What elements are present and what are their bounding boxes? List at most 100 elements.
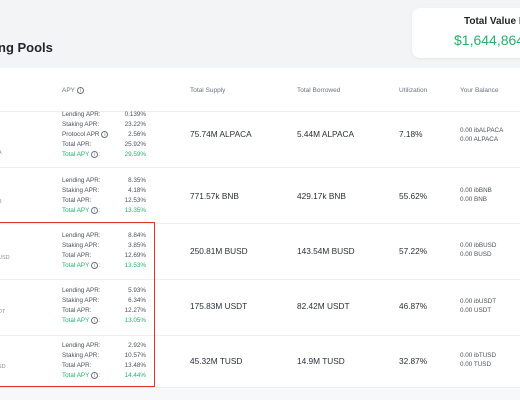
apy-line-label: Lending APR: (62, 111, 101, 118)
apy-line-label-text: Lending APR: (62, 177, 101, 184)
apy-line-value: 12.53% (124, 197, 146, 204)
apy-line-label: Total APR: (62, 141, 91, 148)
apy-line-label-text: Total APR: (62, 252, 92, 259)
apy-line-value: 8.84% (128, 232, 146, 239)
page-title: ng Pools (0, 40, 53, 55)
info-icon[interactable]: i (101, 131, 109, 138)
apy-line-label: Total APR: (62, 307, 91, 314)
total-apy-line: Total APY i: 29.59% (62, 151, 146, 161)
apy-line-value: 12.69% (124, 252, 146, 259)
total-apy-line: Total APY i: 13.35% (62, 207, 146, 217)
apy-line-label: Protocol APR i (62, 131, 109, 139)
balance-line: 0.00 TUSD (460, 361, 492, 368)
apy-breakdown: Lending APR: 5.93% Staking APR: 6.34% Total … (62, 287, 146, 327)
pool-asset-label: USD (0, 255, 10, 261)
apr-line: Staking APR: 10.57% (62, 352, 146, 362)
total-borrowed-cell: 5.44M ALPACA (297, 129, 355, 139)
apy-line-value: 13.48% (124, 362, 146, 369)
apy-line-value: 3.85% (128, 242, 146, 249)
label-colon: : (98, 317, 101, 325)
apy-line-label: Total APY i: (62, 207, 100, 214)
utilization-cell: 46.87% (399, 301, 428, 311)
apy-line-label-text: Total APY (62, 317, 90, 325)
pool-asset-label: A (0, 150, 2, 156)
table-row[interactable]: SD Lending APR: 2.92% Staking APR: 10.57% Tot… (0, 336, 520, 388)
apy-line-label: Total APY i: (62, 151, 100, 158)
apy-line-label-text: Total APR: (62, 307, 92, 314)
apy-line-label-text: Staking APR: (62, 352, 100, 359)
apy-breakdown: Lending APR: 2.92% Staking APR: 10.57% Total… (62, 342, 146, 382)
apy-line-label-text: Total APY (62, 207, 90, 215)
apy-line-label-text: Lending APR: (62, 287, 101, 294)
label-colon: : (98, 207, 101, 215)
apy-line-value: 8.35% (128, 177, 146, 184)
apy-line-label-text: Total APR: (62, 197, 92, 204)
utilization-cell: 57.22% (399, 246, 428, 256)
column-header-total-supply[interactable]: Total Supply (190, 87, 226, 94)
info-icon[interactable]: i (91, 317, 99, 324)
apy-line-value: 29.59% (124, 151, 146, 158)
info-icon[interactable]: i (91, 262, 99, 269)
apy-line-value: 12.27% (124, 307, 146, 314)
apy-line-value: 2.92% (128, 342, 146, 349)
info-icon[interactable]: i (91, 372, 99, 379)
balance-line: 0.00 ibBNB (460, 187, 492, 194)
table-row[interactable]: A Lending APR: 0.139% Staking APR: 23.22% Pro… (0, 111, 520, 168)
table-row[interactable]: B Lending APR: 8.35% Staking APR: 4.18% Total… (0, 168, 520, 224)
apy-line-label-text: Total APY (62, 262, 90, 270)
column-header-utilization[interactable]: Utilization (399, 87, 428, 94)
apy-line-value: 13.53% (124, 262, 146, 269)
apy-breakdown: Lending APR: 8.84% Staking APR: 3.85% Total … (62, 232, 146, 272)
table-header: APY i Total Supply Total Borrowed Utiliza… (0, 68, 520, 112)
apy-line-label: Total APR: (62, 362, 91, 369)
apy-line-label-text: Total APR: (62, 141, 92, 148)
total-borrowed-cell: 429.17k BNB (297, 191, 346, 201)
apy-line-value: 10.57% (124, 352, 146, 359)
apy-line-label: Lending APR: (62, 342, 101, 349)
apr-line: Lending APR: 5.93% (62, 287, 146, 297)
apr-line: Lending APR: 2.92% (62, 342, 146, 352)
apy-line-label: Staking APR: (62, 297, 99, 304)
total-borrowed-cell: 14.9M TUSD (297, 356, 345, 366)
apy-line-label-text: Protocol APR (62, 131, 100, 139)
balance-line: 0.00 ALPACA (460, 136, 499, 143)
info-icon[interactable]: i (77, 87, 85, 94)
apy-line-value: 14.44% (124, 372, 146, 379)
apr-line: Lending APR: 0.139% (62, 111, 146, 121)
apy-line-label: Lending APR: (62, 177, 101, 184)
your-balance-cell: 0.00 ibUSDT 0.00 USDT (460, 297, 496, 315)
total-borrowed-cell: 82.42M USDT (297, 301, 350, 311)
label-colon: : (98, 262, 101, 270)
apr-line: Staking APR: 23.22% (62, 121, 146, 131)
apy-line-value: 23.22% (124, 121, 146, 128)
column-header-total-borrowed[interactable]: Total Borrowed (297, 87, 341, 94)
table-row[interactable]: USD Lending APR: 8.84% Staking APR: 3.85% Tot… (0, 224, 520, 280)
apr-line: Staking APR: 3.85% (62, 242, 146, 252)
apy-line-label: Lending APR: (62, 287, 101, 294)
total-apy-line: Total APY i: 14.44% (62, 372, 146, 382)
apr-line: Lending APR: 8.35% (62, 177, 146, 187)
label-colon: : (98, 372, 101, 380)
apy-line-value: 6.34% (128, 297, 146, 304)
label-colon: : (98, 151, 101, 159)
tvl-value: $1,644,864 (454, 32, 520, 48)
total-apy-line: Total APY i: 13.05% (62, 317, 146, 327)
apy-line-label-text: Lending APR: (62, 342, 101, 349)
your-balance-cell: 0.00 ibALPACA 0.00 ALPACA (460, 126, 503, 144)
apy-line-label: Total APR: (62, 252, 91, 259)
table-row[interactable]: DT Lending APR: 5.93% Staking APR: 6.34% Tota… (0, 280, 520, 336)
balance-line: 0.00 BUSD (460, 251, 492, 258)
info-icon[interactable]: i (91, 207, 99, 214)
apy-breakdown: Lending APR: 0.139% Staking APR: 23.22% Prot… (62, 111, 146, 161)
apy-line-value: 13.05% (124, 317, 146, 324)
apy-line-value: 25.92% (124, 141, 146, 148)
apy-line-label-text: Lending APR: (62, 232, 101, 239)
apy-line-label-text: Lending APR: (62, 111, 101, 118)
pool-asset-label: SD (0, 364, 6, 370)
apy-line-value: 5.93% (128, 287, 146, 294)
utilization-cell: 7.18% (399, 129, 423, 139)
apr-line: Total APR: 12.53% (62, 197, 146, 207)
info-icon[interactable]: i (91, 151, 99, 158)
total-apy-line: Total APY i: 13.53% (62, 262, 146, 272)
column-header-apy: APY i (62, 87, 85, 94)
